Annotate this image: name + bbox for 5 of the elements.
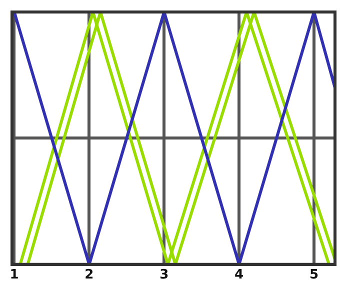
x-tick-label: 5	[309, 268, 319, 283]
x-tick-label: 1	[10, 268, 19, 283]
x-tick-label: 4	[234, 268, 244, 283]
x-tick-label: 2	[84, 268, 94, 283]
x-tick-label: 3	[160, 268, 169, 283]
